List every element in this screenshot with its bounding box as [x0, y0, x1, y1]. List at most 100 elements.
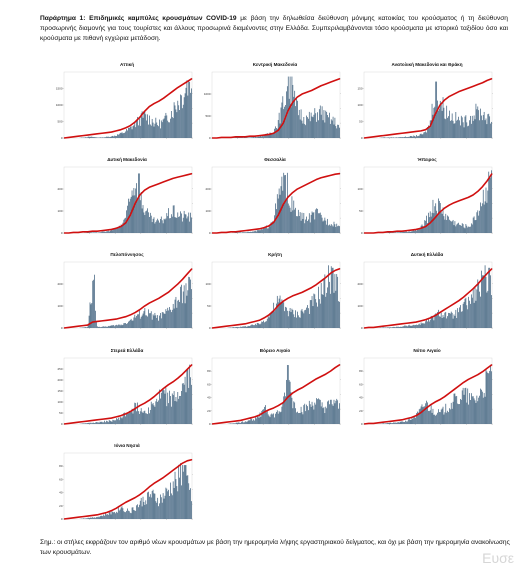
- bar: [268, 134, 270, 138]
- bar: [311, 116, 313, 138]
- bar: [102, 231, 104, 233]
- bar: [302, 311, 304, 328]
- chart-panel: Ιόνια Νησιά 0 20 40 60 80: [52, 443, 202, 531]
- bar: [316, 121, 318, 138]
- bar: [470, 223, 472, 233]
- bar: [137, 116, 138, 138]
- bar: [282, 402, 284, 424]
- bar: [160, 120, 162, 138]
- bar: [184, 465, 186, 519]
- bar: [179, 109, 180, 138]
- bar: [332, 116, 334, 138]
- bar: [265, 133, 267, 138]
- bar: [106, 326, 107, 328]
- bar: [488, 267, 490, 328]
- bar: [176, 307, 178, 328]
- bar: [490, 364, 491, 424]
- bar: [278, 411, 280, 424]
- bar: [326, 292, 328, 328]
- chart-title: Κρήτη: [268, 252, 282, 257]
- chart-title: Στερεά Ελλάδα: [110, 348, 144, 353]
- bar: [245, 326, 247, 328]
- bar: [141, 411, 143, 424]
- bar: [295, 207, 296, 233]
- bar: [114, 420, 116, 424]
- bar: [297, 315, 299, 328]
- y-tick-label: 200: [57, 187, 62, 191]
- bar: [331, 267, 333, 328]
- bar: [190, 92, 191, 138]
- bar: [294, 90, 296, 138]
- y-tick-label: 100: [205, 282, 210, 286]
- bar: [266, 411, 268, 424]
- bar: [244, 232, 245, 233]
- bar: [85, 518, 86, 519]
- bar: [446, 318, 448, 328]
- y-tick-label: 100: [357, 304, 362, 308]
- bar: [447, 215, 448, 233]
- bar: [182, 471, 184, 519]
- bar: [175, 479, 177, 519]
- bar: [271, 311, 273, 328]
- y-tick-label: 0: [361, 326, 363, 330]
- bar: [308, 313, 310, 328]
- bar: [490, 275, 491, 328]
- bar: [109, 512, 111, 519]
- bar: [312, 212, 314, 233]
- bar: [441, 213, 443, 233]
- bar: [130, 126, 132, 138]
- bar: [253, 325, 254, 328]
- bar: [138, 125, 139, 138]
- bar: [428, 411, 430, 424]
- bar: [92, 517, 94, 519]
- bar: [267, 228, 269, 233]
- bar: [321, 294, 323, 328]
- bar: [309, 300, 311, 328]
- bar: [416, 324, 417, 328]
- bar: [286, 307, 287, 328]
- bar: [338, 301, 339, 328]
- chart-panel: Πελοπόννησος 0 100 200: [52, 252, 202, 340]
- bar: [111, 510, 113, 519]
- bar: [161, 220, 163, 233]
- bar: [408, 418, 410, 424]
- bar: [152, 403, 154, 424]
- bar: [449, 121, 451, 138]
- bar: [149, 313, 151, 328]
- bar: [411, 231, 413, 233]
- bar: [483, 111, 485, 138]
- bar: [122, 133, 124, 138]
- bar: [295, 408, 296, 424]
- bar: [458, 222, 459, 233]
- bar: [242, 421, 243, 424]
- chart-panel: Νότιο Αιγαίο 0 20 40 60 80: [352, 348, 502, 436]
- bar: [165, 309, 167, 328]
- bar: [290, 211, 292, 233]
- bar: [275, 413, 276, 424]
- bar: [185, 214, 187, 233]
- bar: [431, 412, 433, 424]
- bar: [310, 112, 312, 138]
- bar: [449, 313, 450, 328]
- bar: [160, 216, 162, 233]
- bar: [252, 231, 254, 233]
- bar: [89, 423, 91, 424]
- bar: [453, 314, 455, 328]
- bar: [460, 225, 461, 233]
- bar: [434, 206, 436, 233]
- bar: [399, 421, 401, 424]
- bar: [85, 327, 87, 328]
- bar: [104, 231, 106, 233]
- bar: [112, 230, 114, 233]
- bar: [405, 231, 406, 233]
- bar: [487, 372, 489, 424]
- bar: [157, 401, 159, 424]
- y-tick-label: 0: [61, 422, 63, 426]
- bar: [336, 223, 338, 233]
- bar: [126, 323, 127, 328]
- bar: [335, 126, 337, 138]
- bar: [310, 300, 312, 328]
- bar: [173, 205, 175, 233]
- bar: [187, 290, 189, 328]
